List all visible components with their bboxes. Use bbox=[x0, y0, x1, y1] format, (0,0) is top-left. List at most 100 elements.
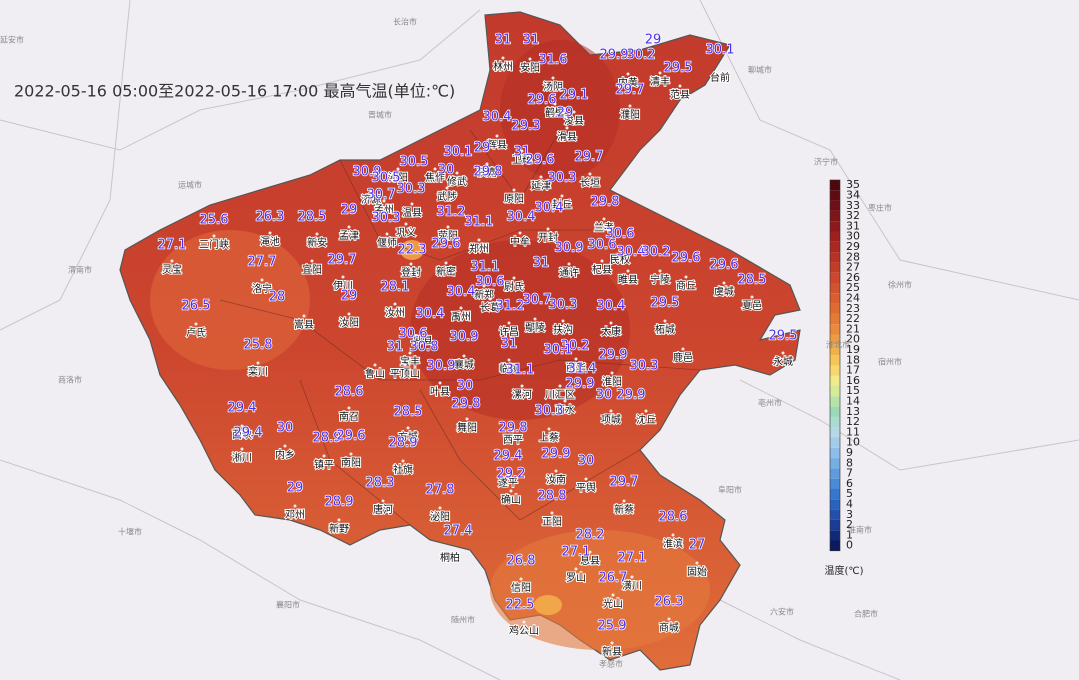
place-name: 宝丰 bbox=[400, 355, 420, 368]
place-name: 浚县 bbox=[564, 114, 584, 127]
station-dot bbox=[618, 249, 622, 253]
legend-swatch bbox=[830, 355, 840, 366]
station-dot bbox=[495, 134, 499, 138]
legend-tick-label: 19 bbox=[846, 343, 860, 356]
legend-tick-label: 29 bbox=[846, 240, 860, 253]
temperature-label: 31.2 bbox=[496, 299, 525, 314]
station-dot bbox=[750, 295, 754, 299]
legend-tick-label: 4 bbox=[846, 497, 853, 510]
place-name: 内乡 bbox=[275, 448, 295, 461]
temperature-label: 30.4 bbox=[483, 110, 512, 125]
place-name: 西峡 bbox=[232, 428, 252, 441]
legend-swatch bbox=[830, 221, 840, 232]
legend-tick-label: 2 bbox=[846, 518, 853, 531]
legend-tick-label: 17 bbox=[846, 364, 860, 377]
temperature-label: 30.9 bbox=[555, 241, 584, 256]
temperature-label: 27.7 bbox=[248, 255, 277, 270]
place-name: 民权 bbox=[610, 253, 630, 266]
legend-tick-label: 31 bbox=[846, 219, 860, 232]
place-name: 通许 bbox=[559, 267, 579, 279]
temperature-label: 30.4 bbox=[507, 210, 536, 225]
city-name: 孝感市 bbox=[599, 659, 623, 669]
city-name: 晋城市 bbox=[368, 110, 392, 120]
city-name: 徐州市 bbox=[888, 280, 912, 290]
legend-swatch bbox=[830, 478, 840, 489]
station-dot bbox=[444, 261, 448, 265]
place-name: 宜阳 bbox=[302, 263, 322, 276]
place-name: 汤阴 bbox=[543, 80, 563, 93]
legend-swatch bbox=[830, 180, 840, 191]
temperature-label: 31.1 bbox=[465, 215, 494, 230]
place-name: 延津 bbox=[531, 180, 551, 192]
place-name: 扶沟 bbox=[553, 323, 573, 336]
legend-swatch bbox=[830, 313, 840, 325]
temperature-label: 26.3 bbox=[655, 595, 684, 610]
legend-swatch bbox=[830, 416, 840, 428]
temperature-label: 22.5 bbox=[506, 598, 535, 613]
place-name: 封丘 bbox=[552, 198, 572, 211]
place-name: 商丘 bbox=[676, 279, 696, 292]
temperature-label: 29 bbox=[341, 289, 358, 304]
temperature-shading bbox=[150, 40, 710, 650]
temperature-label: 29.8 bbox=[474, 165, 503, 180]
place-name: 太康 bbox=[601, 325, 621, 338]
place-name: 叶县 bbox=[430, 386, 450, 398]
station-dot bbox=[539, 175, 543, 179]
station-dot bbox=[408, 351, 412, 355]
temperature-label: 26.8 bbox=[507, 554, 536, 569]
place-name: 修武 bbox=[447, 175, 467, 188]
legend-tick-label: 3 bbox=[846, 508, 853, 521]
legend-swatch bbox=[830, 283, 840, 294]
city-name: 六安市 bbox=[770, 607, 794, 617]
station-dot bbox=[584, 477, 588, 481]
station-dot bbox=[310, 259, 314, 263]
legend-swatch bbox=[830, 375, 840, 386]
temperature-label: 25.8 bbox=[244, 338, 273, 353]
temperature-label: 31 bbox=[523, 33, 540, 48]
station-dot bbox=[678, 84, 682, 88]
station-dot bbox=[507, 321, 511, 325]
place-name: 获嘉 bbox=[477, 166, 497, 179]
place-name: 巩义 bbox=[396, 227, 416, 239]
place-name: 泌阳 bbox=[430, 510, 450, 523]
place-name: 平舆 bbox=[576, 481, 596, 494]
station-dot bbox=[630, 575, 634, 579]
temperature-label: 29.6 bbox=[432, 237, 461, 252]
place-name: 清丰 bbox=[650, 75, 670, 88]
station-dot bbox=[438, 506, 442, 510]
temperature-label: 30.1 bbox=[444, 145, 473, 160]
legend-tick-label: 11 bbox=[846, 425, 860, 438]
place-name: 淮滨 bbox=[663, 537, 683, 550]
station-dot bbox=[349, 452, 353, 456]
place-name: 新野 bbox=[329, 522, 349, 535]
station-dot bbox=[695, 561, 699, 565]
place-name: 宁陵 bbox=[650, 273, 670, 286]
station-dot bbox=[551, 76, 555, 80]
temperature-label: 29.5 bbox=[651, 296, 680, 311]
station-dot bbox=[302, 314, 306, 318]
legend-swatch bbox=[830, 252, 840, 263]
legend-tick-label: 23 bbox=[846, 302, 860, 315]
station-dot bbox=[563, 399, 567, 403]
place-name: 嵩县 bbox=[294, 319, 314, 331]
temperature-label: 30.3 bbox=[630, 359, 659, 374]
station-dot bbox=[561, 319, 565, 323]
station-dot bbox=[373, 363, 377, 367]
temperature-label: 30.4 bbox=[617, 245, 646, 260]
station-dot bbox=[393, 302, 397, 306]
legend-tick-label: 20 bbox=[846, 333, 860, 346]
temperature-label: 26.3 bbox=[256, 210, 285, 225]
station-dot bbox=[448, 547, 452, 551]
place-name: 济源 bbox=[361, 193, 381, 206]
temperature-label: 29.4 bbox=[228, 401, 257, 416]
station-dot bbox=[553, 102, 557, 106]
legend-swatch bbox=[830, 489, 840, 500]
temperature-label: 27.4 bbox=[444, 524, 473, 539]
temperature-label: 29.9 bbox=[617, 388, 646, 403]
temperature-label: 29.9 bbox=[542, 447, 571, 462]
place-name: 濮阳 bbox=[620, 108, 640, 121]
temperature-label: 29.7 bbox=[610, 475, 639, 490]
place-name: 唐河 bbox=[373, 503, 393, 516]
station-dot bbox=[572, 110, 576, 114]
place-name: 三门峡 bbox=[199, 238, 229, 251]
